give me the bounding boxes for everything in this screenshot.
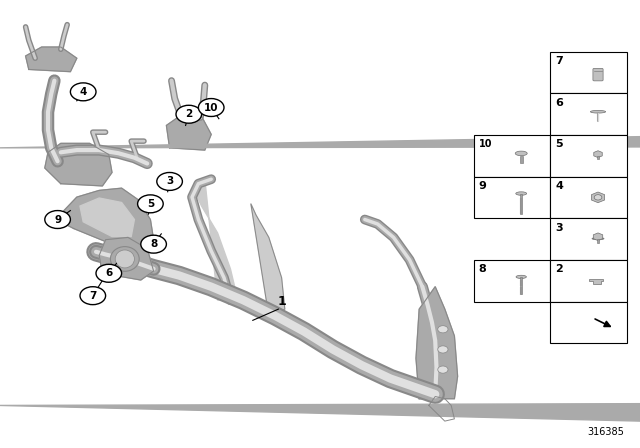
Ellipse shape <box>515 151 527 156</box>
Ellipse shape <box>115 250 134 268</box>
Circle shape <box>70 83 96 101</box>
Polygon shape <box>416 287 458 399</box>
Bar <box>550 260 627 302</box>
Polygon shape <box>61 188 154 246</box>
Bar <box>597 239 599 243</box>
Polygon shape <box>26 47 77 72</box>
Circle shape <box>80 287 106 305</box>
Circle shape <box>438 346 448 353</box>
Text: 1: 1 <box>277 295 286 308</box>
Bar <box>520 156 523 164</box>
Bar <box>596 155 599 159</box>
Bar <box>474 177 550 218</box>
Circle shape <box>198 99 224 116</box>
Circle shape <box>594 195 602 200</box>
Bar <box>520 194 522 214</box>
Circle shape <box>138 195 163 213</box>
Text: 10: 10 <box>479 139 492 149</box>
Polygon shape <box>45 143 112 186</box>
Text: 7: 7 <box>89 291 97 301</box>
Text: 3: 3 <box>556 223 563 233</box>
Text: 6: 6 <box>556 98 563 108</box>
Bar <box>474 260 550 302</box>
Polygon shape <box>166 114 211 150</box>
Bar <box>550 135 627 177</box>
Bar <box>550 52 627 93</box>
Text: 2: 2 <box>556 264 563 274</box>
Text: 10: 10 <box>204 103 218 112</box>
Text: 316385: 316385 <box>587 427 624 437</box>
Text: 5: 5 <box>556 139 563 149</box>
Text: 9: 9 <box>54 215 61 224</box>
FancyBboxPatch shape <box>593 69 603 81</box>
Ellipse shape <box>590 110 605 113</box>
Circle shape <box>96 264 122 282</box>
Polygon shape <box>251 204 285 316</box>
Text: 5: 5 <box>147 199 154 209</box>
Ellipse shape <box>592 237 604 240</box>
Circle shape <box>45 211 70 228</box>
Ellipse shape <box>516 275 526 279</box>
Bar <box>550 93 627 135</box>
Circle shape <box>438 366 448 373</box>
Bar <box>550 218 627 260</box>
Text: 3: 3 <box>166 177 173 186</box>
Circle shape <box>438 326 448 333</box>
Polygon shape <box>195 179 237 300</box>
Circle shape <box>141 235 166 253</box>
Text: 9: 9 <box>479 181 486 191</box>
Bar <box>520 277 522 294</box>
Circle shape <box>176 105 202 123</box>
Text: 8: 8 <box>479 264 486 274</box>
Polygon shape <box>589 279 604 284</box>
Circle shape <box>157 172 182 190</box>
Text: 2: 2 <box>185 109 193 119</box>
Polygon shape <box>99 237 154 280</box>
Bar <box>474 135 550 177</box>
Text: 6: 6 <box>105 268 113 278</box>
Ellipse shape <box>516 192 527 195</box>
Text: 8: 8 <box>150 239 157 249</box>
Text: 4: 4 <box>79 87 87 97</box>
Polygon shape <box>80 198 134 237</box>
Polygon shape <box>0 130 640 148</box>
Text: 7: 7 <box>556 56 563 66</box>
Polygon shape <box>0 396 640 421</box>
Bar <box>550 177 627 218</box>
Text: 4: 4 <box>556 181 563 191</box>
Ellipse shape <box>111 246 140 271</box>
Bar <box>550 302 627 343</box>
